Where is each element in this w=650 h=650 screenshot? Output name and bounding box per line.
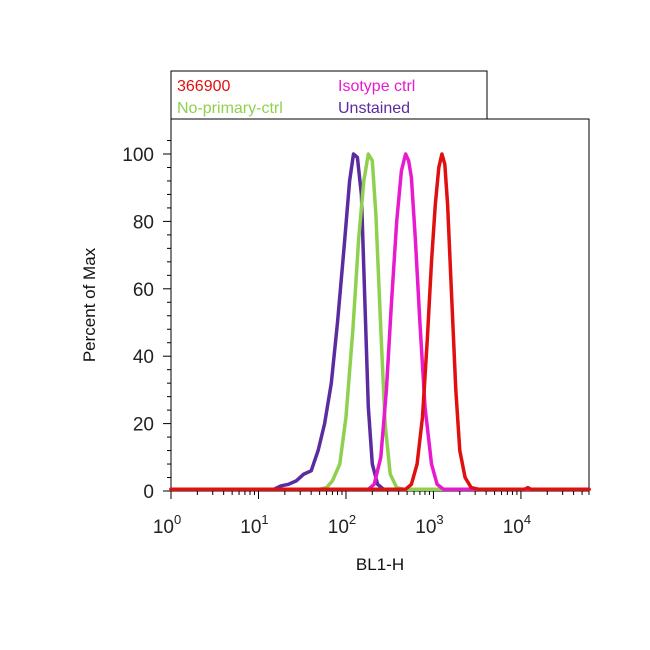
y-tick-labels: 0 20 40 60 80 100 xyxy=(122,145,154,503)
x-tick-label: 101 xyxy=(240,512,268,538)
y-tick-label: 40 xyxy=(133,347,154,368)
series-line-unstained xyxy=(169,152,591,492)
series-line-no-primary-ctrl xyxy=(169,152,591,492)
series-line-366900 xyxy=(169,152,591,492)
legend-label-no-primary-ctrl: No-primary-ctrl xyxy=(177,100,283,117)
x-tick-label: 104 xyxy=(503,512,531,538)
legend: 366900 Isotype ctrl No-primary-ctrl Unst… xyxy=(170,70,488,120)
legend-label-isotype-ctrl: Isotype ctrl xyxy=(338,78,415,95)
x-tick-label: 102 xyxy=(328,512,356,538)
x-tick-label: 100 xyxy=(153,512,181,538)
legend-box xyxy=(170,70,488,120)
legend-label-366900: 366900 xyxy=(177,78,230,95)
x-axis-ticks xyxy=(170,491,590,499)
x-tick-labels: 100 101 102 103 104 xyxy=(153,512,531,538)
series-lines xyxy=(169,152,591,492)
y-axis-title: Percent of Max xyxy=(80,247,99,362)
y-axis-ticks xyxy=(163,140,171,492)
legend-label-unstained: Unstained xyxy=(338,100,410,117)
y-tick-label: 20 xyxy=(133,415,154,436)
y-tick-label: 0 xyxy=(143,482,154,503)
x-tick-label: 103 xyxy=(415,512,443,538)
series-line-isotype-ctrl xyxy=(169,152,591,492)
y-tick-label: 100 xyxy=(122,145,154,166)
x-axis-title: BL1-H xyxy=(356,555,404,574)
y-tick-label: 80 xyxy=(133,212,154,233)
y-tick-label: 60 xyxy=(133,280,154,301)
